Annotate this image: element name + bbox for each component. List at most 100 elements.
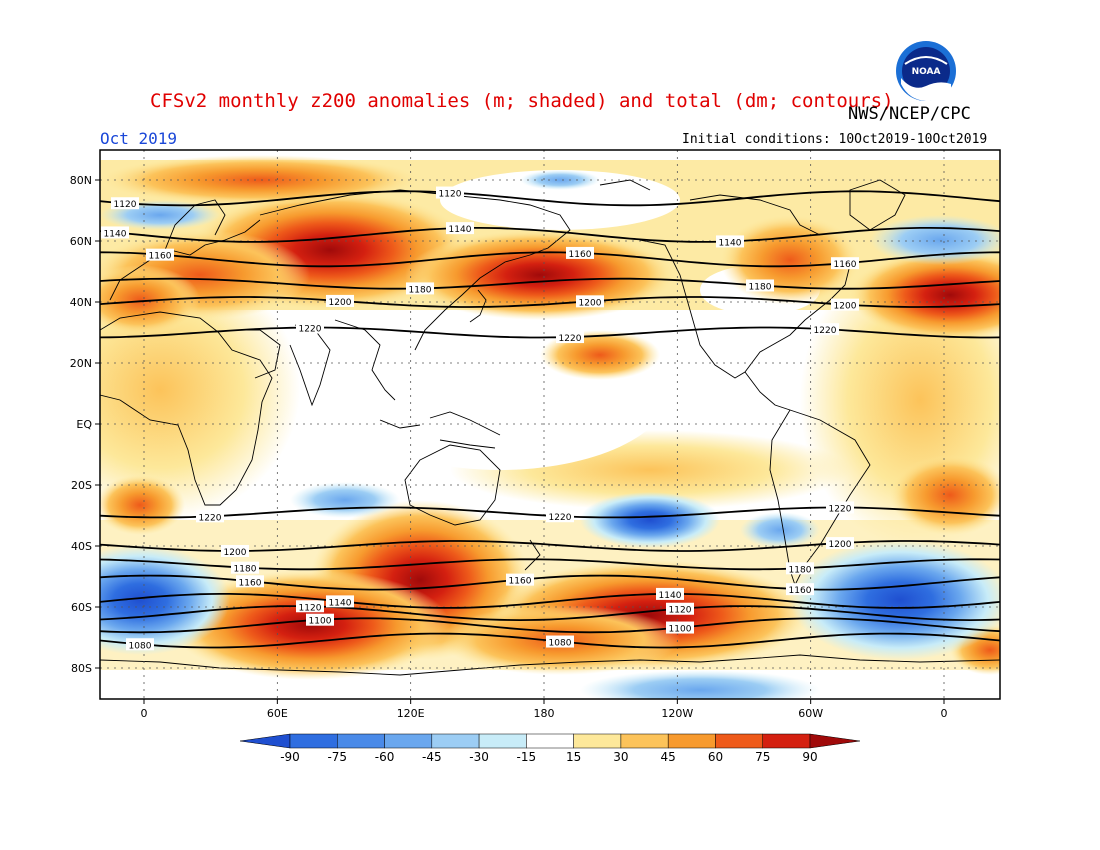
contour-label-box [716, 235, 744, 248]
contour-label-box [506, 573, 534, 586]
contour-label-box [546, 635, 574, 648]
lon-label: 60E [267, 707, 288, 720]
contour-label-box [101, 226, 129, 239]
lon-label: 120E [397, 707, 425, 720]
colorbar-segment [431, 733, 480, 749]
lat-label: 80N [70, 174, 92, 187]
contour-label-box [306, 613, 334, 626]
contour-label-box [576, 295, 604, 308]
contour-line [100, 605, 1000, 622]
contour-label: 1220 [814, 326, 837, 336]
contour-line [100, 277, 1000, 290]
contour-label-box [146, 248, 174, 261]
colorbar-segment [573, 733, 622, 749]
contour-label-box [231, 561, 259, 574]
contour-label: 1160 [239, 578, 262, 588]
contour-label-box [811, 323, 839, 336]
contour-label-box [826, 501, 854, 514]
lon-label: 0 [941, 707, 948, 720]
contour-label: 1120 [669, 606, 692, 616]
lat-label: 20N [70, 357, 92, 370]
noaa-logo-text: NOAA [912, 67, 941, 77]
colorbar-segment [762, 733, 811, 749]
contour-label-box [826, 537, 854, 550]
colorbar-segment [715, 733, 763, 749]
colorbar-tick-label: -75 [327, 750, 347, 764]
contour-label: 1200 [329, 298, 352, 308]
lat-label: EQ [76, 418, 92, 431]
contour-label: 1220 [299, 325, 322, 335]
contour-label-box [111, 197, 139, 210]
contour-label-box [296, 321, 324, 334]
contour-label-box [786, 562, 814, 575]
contour-line [100, 617, 1000, 634]
colorbar-tick-label: -15 [517, 750, 537, 764]
contour-label: 1200 [224, 548, 247, 558]
contour-label-box [556, 331, 584, 344]
contour-label-box [296, 600, 324, 613]
colorbar-tick-label: 30 [613, 750, 628, 764]
anomaly-shading [100, 150, 1000, 699]
colorbar-tick-label: 15 [566, 750, 581, 764]
colorbar-tick-label: -30 [469, 750, 489, 764]
colorbar-min-arrow [239, 733, 291, 749]
contour-label: 1160 [789, 586, 812, 596]
contour-label-box [546, 510, 574, 523]
contour-label: 1140 [329, 598, 352, 608]
contour-label: 1080 [549, 639, 572, 649]
contour-line [100, 190, 1000, 207]
contour-label: 1140 [659, 591, 682, 601]
contour-label: 1140 [104, 229, 127, 239]
contour-label: 1220 [559, 334, 582, 344]
colorbar-segment [526, 733, 574, 749]
colorbar: -90 -75 -60 -45 -30 -15 15 30 45 60 75 90 [239, 733, 861, 764]
contour-label-box [656, 587, 684, 600]
contour-label: 1080 [129, 641, 152, 651]
agency-label: NWS/NCEP/CPC [848, 104, 971, 124]
lat-label: 80S [71, 662, 92, 675]
colorbar-tick-label: -60 [375, 750, 395, 764]
contour-label: 1200 [579, 298, 602, 308]
lon-label: 120W [661, 707, 693, 720]
contour-label-box [326, 294, 354, 307]
contour-label: 1120 [299, 603, 322, 613]
contour-label: 1180 [749, 282, 772, 292]
axis-labels: 80N 60N 40N 20N EQ 20S 40S 60S 80S 0 60E 120E 180 120… [70, 174, 948, 720]
lat-label: 40N [70, 296, 92, 309]
map-title: CFSv2 monthly z200 anomalies (m; shaded)… [150, 90, 894, 112]
lon-label: 0 [141, 707, 148, 720]
contour-label: 1120 [439, 190, 462, 200]
colorbar-tick-label: 75 [755, 750, 770, 764]
contour-label-box [126, 638, 154, 651]
contour-label: 1220 [199, 513, 222, 523]
contour-label-box [666, 602, 694, 615]
lat-label: 20S [71, 479, 92, 492]
contour-label: 1200 [829, 540, 852, 550]
contour-label-box [831, 298, 859, 311]
lat-label: 60S [71, 601, 92, 614]
colorbar-tick-label: -45 [422, 750, 442, 764]
contour-label: 1180 [789, 565, 812, 575]
colorbar-tick-label: 60 [708, 750, 723, 764]
colorbar-tick-label: 45 [661, 750, 676, 764]
contour-label: 1100 [309, 617, 332, 627]
contour-label: 1100 [669, 625, 692, 635]
contour-line [100, 227, 1000, 243]
contour-label-box [236, 575, 264, 588]
lon-label: 60W [798, 707, 823, 720]
contour-line [100, 593, 1000, 609]
contour-label: 1220 [549, 513, 572, 523]
contour-label-box [221, 544, 249, 557]
contour-label: 1220 [829, 504, 852, 514]
contour-label-box [446, 222, 474, 235]
colorbar-max-arrow [809, 733, 861, 749]
initial-conditions: Initial conditions: 10Oct2019-10Oct2019 [682, 132, 988, 147]
contour-label-box [786, 583, 814, 596]
contour-label: 1120 [114, 200, 137, 210]
contour-label: 1160 [149, 252, 172, 262]
forecast-month: Oct 2019 [100, 129, 178, 148]
contour-label: 1160 [509, 577, 532, 587]
total-height-contours: 1080 1080 1100 1100 1120 1120 1140 1140 1160 1160… [100, 186, 1000, 651]
contour-label: 1160 [569, 250, 592, 260]
contour-label: 1140 [719, 238, 742, 248]
